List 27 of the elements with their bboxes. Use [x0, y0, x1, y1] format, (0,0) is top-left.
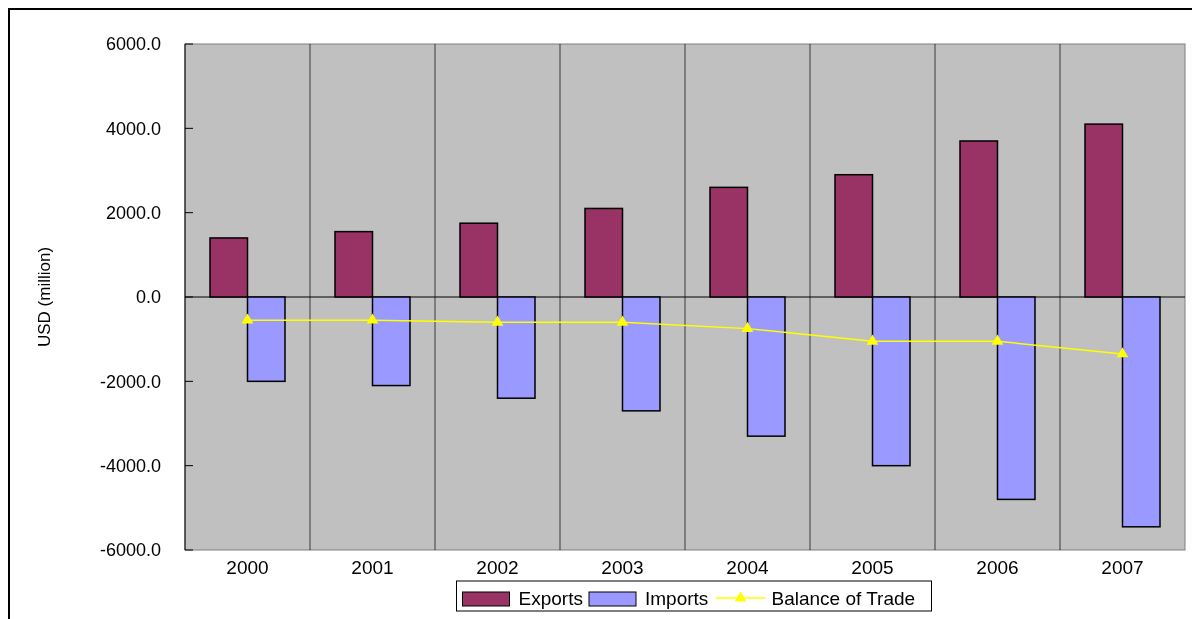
- legend-label: Balance of Trade: [771, 587, 916, 609]
- point: [866, 334, 879, 345]
- y-tick-label: 4000.0: [105, 118, 161, 139]
- x-tick-label: 2004: [726, 557, 770, 578]
- x-tick-label: 2003: [601, 557, 644, 578]
- y-tick-label: 6000.0: [105, 34, 161, 55]
- y-tick-label: -2000.0: [99, 371, 161, 392]
- y-axis-title: USD (million): [35, 246, 54, 348]
- x-tick-label: 2001: [351, 557, 394, 578]
- x-tick-label: 2005: [851, 557, 894, 578]
- point: [241, 313, 254, 324]
- point: [616, 315, 629, 326]
- x-tick-label: 2000: [226, 557, 269, 578]
- point: [741, 321, 754, 333]
- legend-label: Imports: [645, 587, 709, 609]
- y-tick-label: 0.0: [135, 287, 161, 308]
- y-tick-label: 2000.0: [105, 202, 161, 223]
- x-tick-label: 2002: [476, 557, 519, 578]
- x-tick-label: 2006: [976, 557, 1019, 578]
- legend-label: Exports: [518, 587, 583, 609]
- x-tick-label: 2007: [1101, 557, 1144, 578]
- y-tick-label: -6000.0: [99, 540, 161, 561]
- point: [991, 334, 1004, 345]
- point: [491, 315, 504, 326]
- point: [366, 313, 379, 324]
- y-tick-label: -4000.0: [99, 455, 161, 476]
- point: [1116, 347, 1129, 358]
